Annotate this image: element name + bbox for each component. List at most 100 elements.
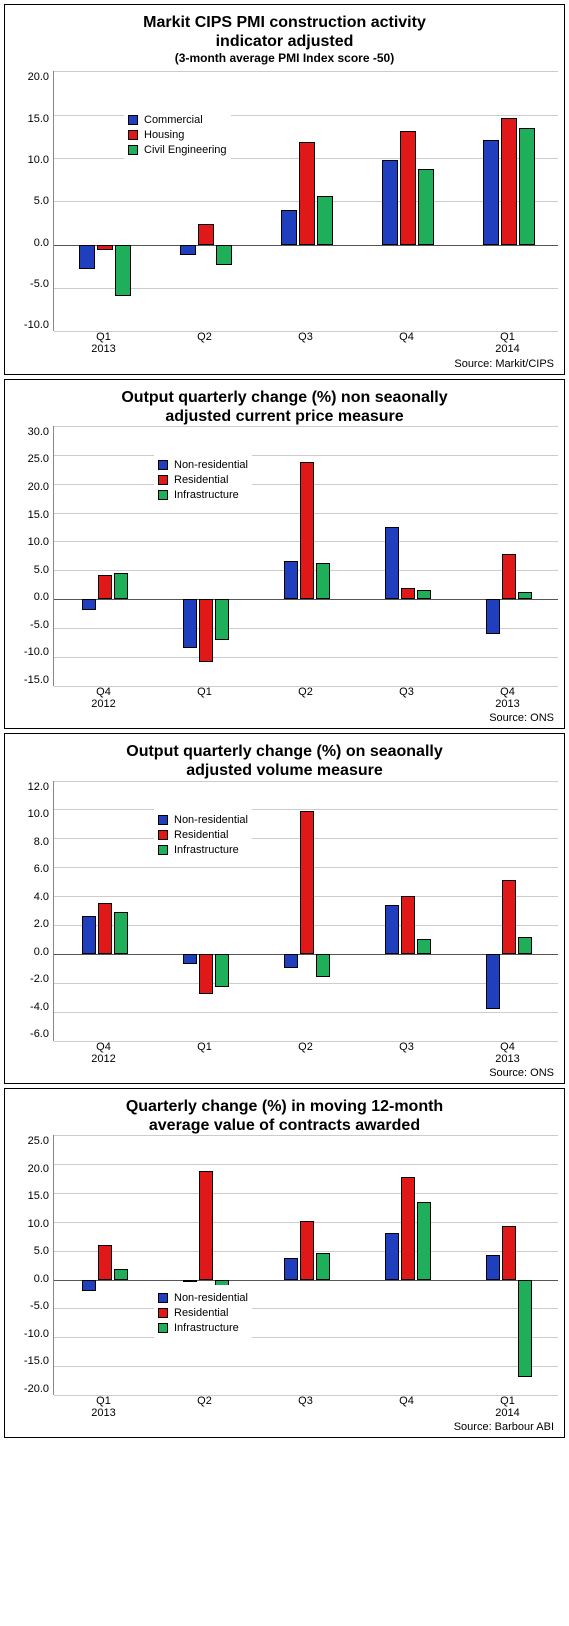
legend: Commercial Housing Civil Engineering — [124, 107, 231, 163]
legend-item: Infrastructure — [158, 489, 248, 501]
bar — [284, 1258, 298, 1280]
y-tick-label: 20.0 — [28, 481, 49, 493]
x-label-group: Q12013 — [53, 1395, 154, 1419]
x-tick-year: 2014 — [457, 343, 558, 355]
bar — [98, 575, 112, 599]
legend-item: Civil Engineering — [128, 144, 227, 156]
x-tick-year: 2012 — [53, 698, 154, 710]
x-label-group: Q12014 — [457, 331, 558, 355]
grid-line — [54, 71, 558, 72]
x-tick-quarter: Q1 — [154, 686, 255, 698]
y-axis: 25.020.015.010.05.00.0-5.0-10.0-15.0-20.… — [11, 1135, 53, 1395]
bar — [483, 140, 499, 245]
x-label-group: Q12014 — [457, 1395, 558, 1419]
y-tick-label: -10.0 — [24, 319, 49, 331]
y-tick-label: -2.0 — [30, 973, 49, 985]
chart-plot-area: 12.010.08.06.04.02.00.0-2.0-4.0-6.0Non-r… — [11, 781, 558, 1041]
y-tick-label: 20.0 — [28, 71, 49, 83]
bar — [316, 563, 330, 599]
x-tick-quarter: Q1 — [457, 331, 558, 343]
bar — [281, 210, 297, 245]
legend-label: Non-residential — [174, 459, 248, 471]
bar — [114, 912, 128, 954]
x-tick-quarter: Q4 — [356, 1395, 457, 1407]
grid-line — [54, 657, 558, 658]
legend-item: Housing — [128, 129, 227, 141]
grid-line — [54, 686, 558, 687]
y-axis: 20.015.010.05.00.0-5.0-10.0 — [11, 71, 53, 331]
bar — [401, 896, 415, 954]
y-tick-label: -10.0 — [24, 1328, 49, 1340]
y-tick-label: 5.0 — [34, 1245, 49, 1257]
legend-swatch — [158, 490, 168, 500]
y-tick-label: 25.0 — [28, 1135, 49, 1147]
y-tick-label: 8.0 — [34, 836, 49, 848]
chart-title-line1: Output quarterly change (%) non seaonall… — [11, 388, 558, 407]
bar — [79, 245, 95, 269]
legend: Non-residential Residential Infrastructure — [154, 452, 252, 508]
chart-title-line1: Quarterly change (%) in moving 12-month — [11, 1097, 558, 1116]
x-label-group: Q12013 — [53, 331, 154, 355]
legend-swatch — [158, 845, 168, 855]
bar — [417, 590, 431, 599]
x-tick-quarter: Q2 — [255, 686, 356, 698]
legend-item: Infrastructure — [158, 1322, 248, 1334]
bar — [215, 599, 229, 639]
y-tick-label: 6.0 — [34, 863, 49, 875]
bar — [518, 937, 532, 954]
legend-swatch — [158, 460, 168, 470]
x-axis: Q42012Q1Q2Q3Q42013 — [53, 1041, 558, 1065]
bar — [300, 811, 314, 954]
bar — [300, 1221, 314, 1280]
y-tick-label: -10.0 — [24, 646, 49, 658]
x-tick-quarter: Q3 — [356, 1041, 457, 1053]
legend-item: Infrastructure — [158, 844, 248, 856]
grid-line — [54, 1041, 558, 1042]
x-tick-quarter: Q2 — [154, 1395, 255, 1407]
legend-item: Commercial — [128, 114, 227, 126]
source-label: Source: Barbour ABI — [11, 1419, 558, 1435]
legend-label: Non-residential — [174, 1292, 248, 1304]
x-axis: Q12013Q2Q3Q4Q12014 — [53, 331, 558, 355]
grid-line — [54, 1193, 558, 1194]
x-tick-quarter: Q3 — [255, 1395, 356, 1407]
x-label-group: Q1 — [154, 686, 255, 710]
legend-label: Civil Engineering — [144, 144, 227, 156]
x-label-group: Q2 — [154, 331, 255, 355]
y-tick-label: 15.0 — [28, 509, 49, 521]
bar — [486, 599, 500, 634]
x-tick-quarter: Q2 — [255, 1041, 356, 1053]
grid-line — [54, 1366, 558, 1367]
plot: Non-residential Residential Infrastructure — [53, 1135, 558, 1395]
legend-label: Non-residential — [174, 814, 248, 826]
x-label-group: Q42012 — [53, 1041, 154, 1065]
legend-swatch — [128, 115, 138, 125]
y-axis: 12.010.08.06.04.02.00.0-2.0-4.0-6.0 — [11, 781, 53, 1041]
x-tick-quarter: Q3 — [255, 331, 356, 343]
y-tick-label: 0.0 — [34, 946, 49, 958]
x-label-group: Q42013 — [457, 686, 558, 710]
y-tick-label: -15.0 — [24, 674, 49, 686]
y-tick-label: 0.0 — [34, 1273, 49, 1285]
legend-swatch — [128, 145, 138, 155]
x-tick-year: 2012 — [53, 1053, 154, 1065]
bar — [82, 916, 96, 954]
x-tick-year: 2013 — [457, 698, 558, 710]
legend-label: Residential — [174, 474, 228, 486]
chart-title-line1: Output quarterly change (%) on seaonally — [11, 742, 558, 761]
y-tick-label: 5.0 — [34, 564, 49, 576]
legend-label: Infrastructure — [174, 844, 239, 856]
x-tick-quarter: Q4 — [53, 1041, 154, 1053]
legend-swatch — [158, 1323, 168, 1333]
legend-swatch — [158, 830, 168, 840]
y-tick-label: 20.0 — [28, 1163, 49, 1175]
bar — [385, 527, 399, 599]
x-label-group: Q4 — [356, 1395, 457, 1419]
legend-label: Infrastructure — [174, 1322, 239, 1334]
legend-item: Residential — [158, 1307, 248, 1319]
bar — [417, 1202, 431, 1279]
legend: Non-residentialResidentialInfrastructure — [154, 807, 252, 863]
chart-title-line1: Markit CIPS PMI construction activity — [11, 13, 558, 32]
bar — [401, 588, 415, 600]
x-tick-quarter: Q4 — [457, 686, 558, 698]
